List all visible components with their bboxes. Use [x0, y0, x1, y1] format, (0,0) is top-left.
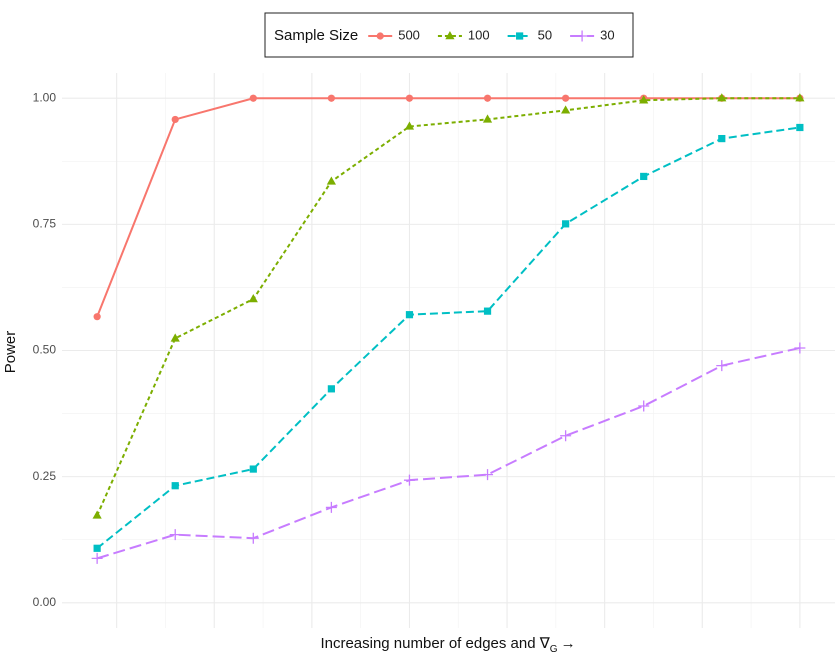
grid	[62, 73, 835, 628]
point	[640, 172, 648, 181]
point	[562, 94, 570, 102]
legend-marker	[376, 32, 384, 40]
point	[248, 294, 258, 303]
legend-label: 30	[600, 27, 614, 42]
legend-item: 100	[437, 27, 490, 42]
point	[169, 529, 181, 541]
point	[170, 333, 180, 342]
series	[92, 93, 805, 519]
point	[325, 501, 337, 513]
point	[717, 93, 727, 102]
legend-marker	[445, 31, 455, 40]
series-line	[96, 126, 801, 550]
point	[638, 400, 650, 412]
legend-item: 500	[368, 27, 420, 42]
y-tick-label: 0.50	[33, 343, 57, 357]
point	[93, 544, 101, 552]
point	[794, 342, 806, 354]
x-axis-label: Increasing number of edges and ∇G →	[320, 635, 575, 655]
y-tick-label: 0.00	[33, 595, 57, 609]
point	[482, 469, 494, 481]
point	[639, 95, 649, 104]
legend-title: Sample Size	[274, 27, 358, 44]
x-axis-label-subscript: G	[550, 644, 558, 655]
series	[93, 123, 804, 552]
point	[326, 176, 336, 185]
point	[249, 465, 257, 473]
point	[327, 94, 335, 102]
legend-marker	[516, 32, 524, 40]
point	[171, 115, 179, 124]
point	[404, 121, 415, 130]
point	[483, 94, 492, 102]
legend-item: 30	[570, 27, 615, 42]
point	[561, 105, 571, 114]
point	[560, 430, 572, 442]
point	[247, 532, 259, 544]
point	[327, 385, 335, 393]
series-line	[96, 347, 801, 560]
x-axis-label-text: Increasing number of edges and ∇	[320, 635, 550, 652]
point	[92, 510, 102, 519]
legend-item: 50	[507, 27, 552, 42]
point	[405, 311, 414, 319]
y-tick-label: 0.75	[33, 217, 57, 231]
series-line	[96, 97, 800, 318]
point	[482, 114, 493, 123]
series-line	[96, 97, 800, 516]
point	[93, 313, 101, 321]
point	[91, 552, 103, 564]
y-tick-label: 0.25	[33, 469, 57, 483]
point	[483, 307, 492, 315]
series	[91, 342, 806, 564]
x-axis-label-arrow: →	[561, 635, 576, 652]
point	[249, 94, 257, 102]
point	[718, 134, 726, 143]
y-axis-label: Power	[2, 331, 19, 374]
point	[795, 93, 805, 102]
point	[405, 94, 414, 102]
legend-label: 500	[398, 27, 420, 42]
point	[562, 220, 570, 228]
legend-label: 100	[468, 27, 490, 42]
legend-label: 50	[538, 27, 552, 42]
point	[796, 123, 804, 132]
legend-marker	[576, 30, 588, 42]
y-tick-label: 1.00	[33, 90, 57, 104]
point	[171, 482, 179, 490]
point	[403, 474, 415, 486]
point	[716, 360, 728, 372]
series	[93, 94, 804, 321]
